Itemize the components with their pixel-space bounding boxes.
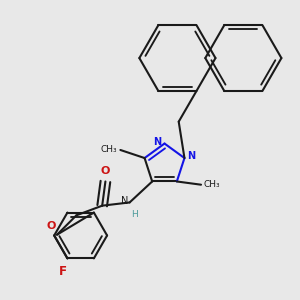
Text: O: O <box>101 166 110 176</box>
Text: N: N <box>188 152 196 161</box>
Text: H: H <box>131 209 138 218</box>
Text: N: N <box>121 196 128 206</box>
Text: CH₃: CH₃ <box>100 146 117 154</box>
Text: O: O <box>46 221 56 232</box>
Text: N: N <box>153 137 161 147</box>
Text: CH₃: CH₃ <box>204 180 220 189</box>
Text: F: F <box>58 265 67 278</box>
